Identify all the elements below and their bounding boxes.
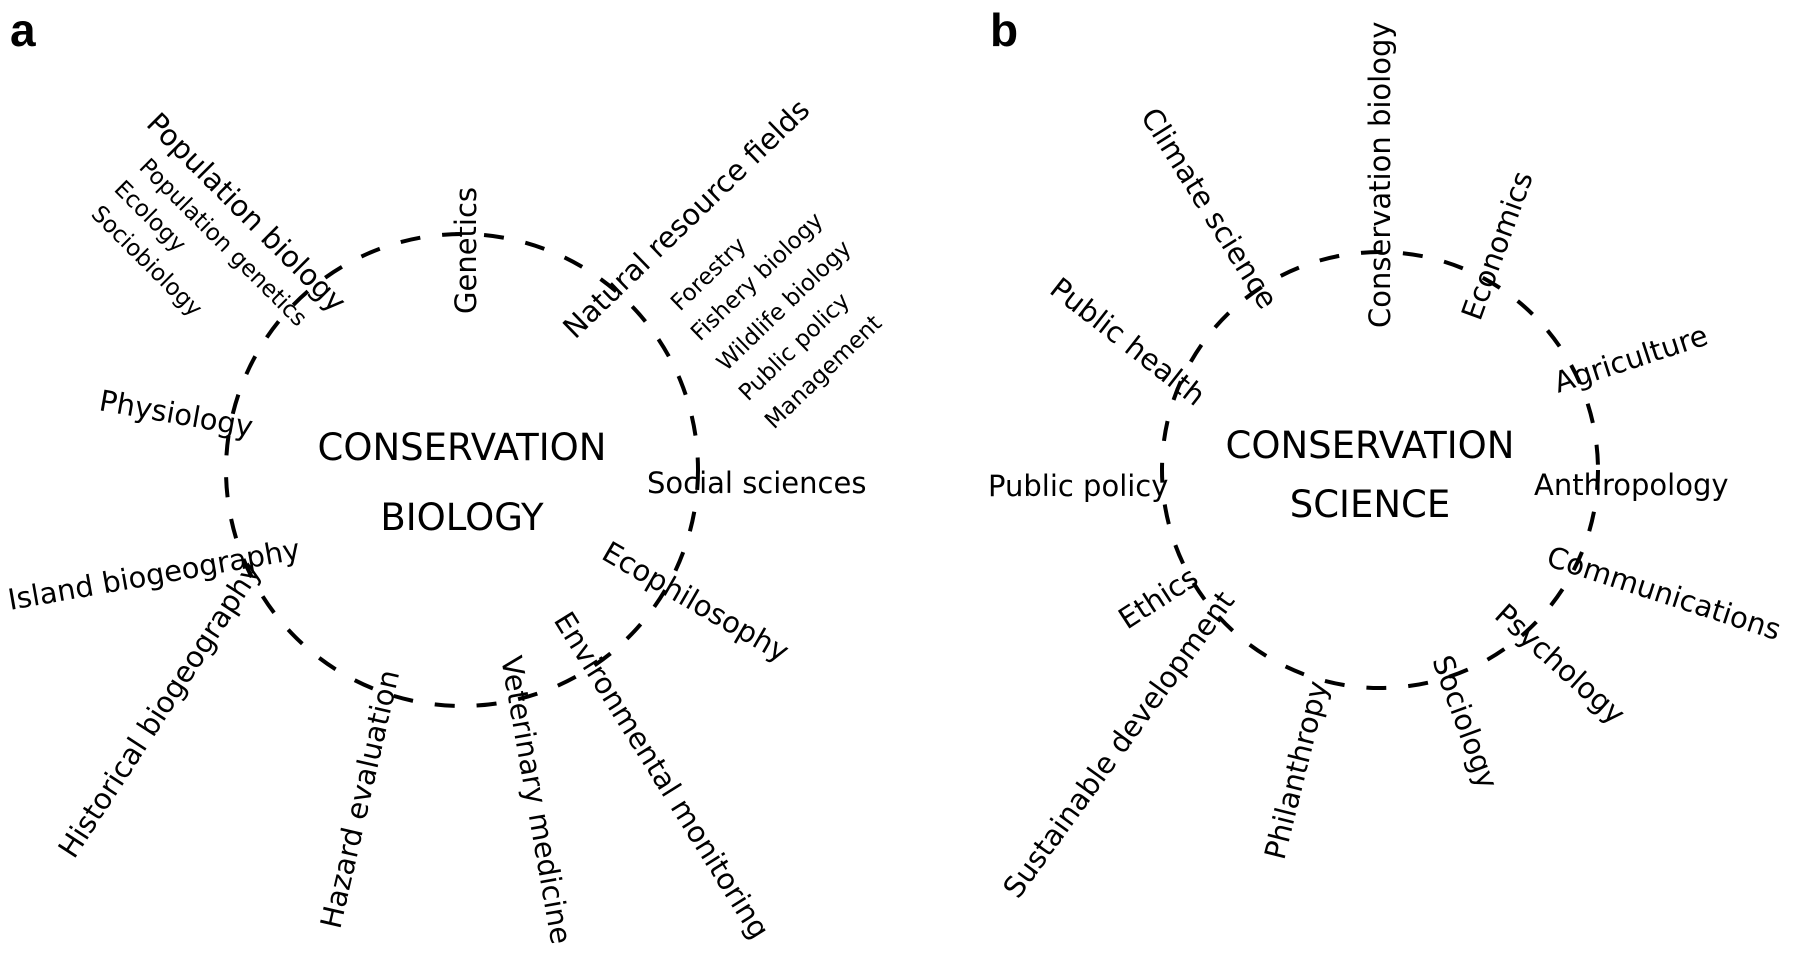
label-climate-science: Climate science <box>1134 102 1285 315</box>
label-hazard-evaluation: Hazard evaluation <box>314 667 407 932</box>
label-veterinary-medicine: Veterinary medicine <box>494 653 578 946</box>
label-sociology: Sociology <box>1425 651 1505 793</box>
panel-b-center-line1: CONSERVATION <box>1226 424 1515 467</box>
panel-a-letter: a <box>10 4 36 56</box>
label-physiology: Physiology <box>97 383 256 443</box>
label-psychology: Psychology <box>1488 597 1632 731</box>
label-philanthropy: Philanthropy <box>1258 677 1335 862</box>
label-anthropology: Anthropology <box>1534 468 1729 502</box>
panel-a-center-line1: CONSERVATION <box>318 426 607 469</box>
panel-a-center-line2: BIOLOGY <box>380 496 544 539</box>
label-communications: Communications <box>1543 539 1785 647</box>
label-agriculture: Agriculture <box>1550 318 1712 400</box>
panel-b-center-line2: SCIENCE <box>1290 483 1451 526</box>
label-public-health: Public health <box>1044 271 1212 413</box>
panel-b-letter: b <box>990 4 1018 56</box>
label-economics: Economics <box>1455 167 1540 325</box>
label-public-policy-b: Public policy <box>988 469 1168 503</box>
panel-a-dashed-ring <box>224 232 700 708</box>
label-social-sciences: Social sciences <box>647 466 866 500</box>
label-environmental-monitoring: Environmental monitoring <box>547 606 776 945</box>
label-ecophilosophy: Ecophilosophy <box>597 535 795 669</box>
panel-b-dashed-ring <box>1160 250 1600 690</box>
label-conservation-biology: Conservation biology <box>1363 21 1397 328</box>
label-sustainable-development: Sustainable development <box>996 585 1241 904</box>
label-genetics: Genetics <box>449 187 483 314</box>
panel-b: b CONSERVATION SCIENCE Climate science C… <box>988 4 1785 904</box>
panel-a: a CONSERVATION BIOLOGY Population biolog… <box>5 4 887 947</box>
